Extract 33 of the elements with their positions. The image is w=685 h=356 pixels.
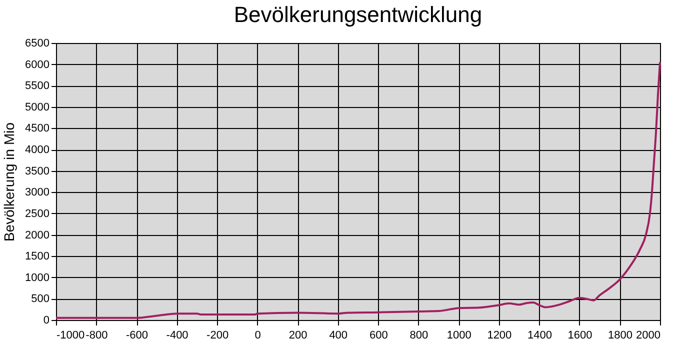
x-tick-label: -200 — [206, 330, 229, 342]
x-tick-label: 800 — [410, 330, 428, 342]
x-tick-label: 400 — [329, 330, 348, 342]
x-tick-label: 1000 — [446, 330, 472, 342]
y-tick-label: 0 — [43, 314, 50, 326]
x-tick-label: 1800 — [608, 330, 632, 342]
y-tick-label: 4000 — [25, 144, 50, 156]
y-tick-label: 4500 — [25, 122, 50, 135]
y-tick-label: 6500 — [25, 38, 50, 50]
x-tick-label: -600 — [126, 330, 148, 342]
x-tick-label: -400 — [166, 330, 188, 342]
x-tick-label: 600 — [369, 330, 388, 342]
y-tick-label: 2500 — [25, 208, 50, 220]
y-tick-label: 3000 — [25, 186, 50, 199]
y-tick-label: 1500 — [25, 250, 50, 263]
y-tick-label: 5000 — [25, 101, 50, 114]
line-series — [55, 61, 661, 319]
x-tick-label: -800 — [86, 330, 108, 342]
x-tick-label: 2000 — [636, 330, 660, 342]
x-tick-label: 1600 — [568, 330, 592, 342]
chart-title: Bevölkerungsentwicklung — [234, 2, 482, 27]
y-tick-label: 3500 — [25, 165, 50, 178]
x-tick-label: 200 — [288, 330, 308, 342]
x-tick-label: 1200 — [487, 330, 512, 342]
x-tick-label: -1000 — [56, 330, 85, 342]
y-tick-label: 5500 — [25, 80, 50, 92]
y-tick-label: 2000 — [25, 229, 50, 242]
x-tick-label: 0 — [254, 330, 261, 342]
y-tick-label: 6000 — [25, 58, 50, 71]
y-tick-label: 1000 — [25, 272, 50, 284]
y-tick-label: 500 — [31, 293, 50, 306]
y-axis-title: Bevölkerung in Mio — [1, 122, 18, 242]
x-tick-label: 1400 — [527, 330, 552, 342]
